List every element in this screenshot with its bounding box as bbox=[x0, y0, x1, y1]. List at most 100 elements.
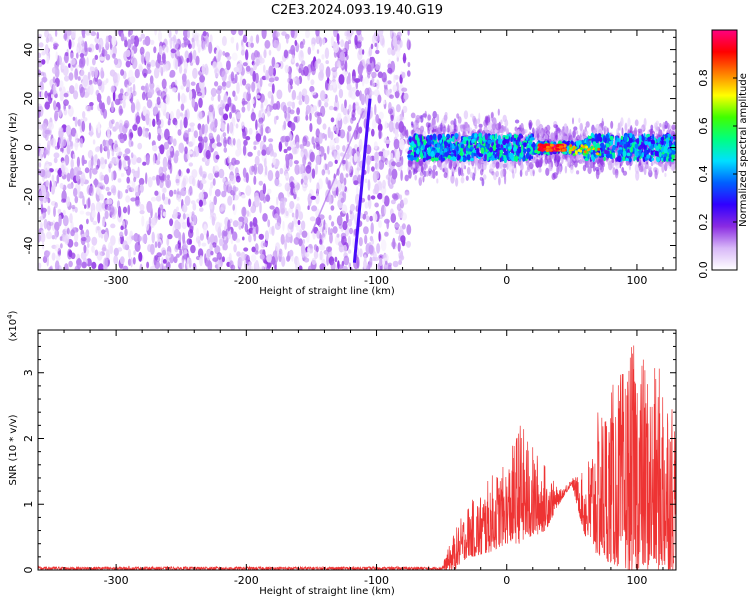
heatmap-cell bbox=[203, 136, 208, 143]
heatmap-cell bbox=[546, 124, 551, 132]
heatmap-cell bbox=[218, 168, 225, 179]
heatmap-cell bbox=[122, 99, 126, 109]
heatmap-cell bbox=[316, 182, 320, 194]
heatmap-cell bbox=[144, 114, 150, 124]
heatmap-cell bbox=[70, 58, 76, 65]
heatmap-cell bbox=[171, 87, 177, 93]
heatmap-cell bbox=[47, 197, 51, 204]
heatmap-cell bbox=[242, 34, 248, 43]
heatmap-cell bbox=[173, 189, 177, 195]
heatmap-cell bbox=[432, 164, 437, 171]
heatmap-cell bbox=[127, 39, 132, 49]
heatmap-cell bbox=[162, 259, 167, 264]
heatmap-cell bbox=[376, 79, 380, 90]
heatmap-cell bbox=[392, 260, 399, 268]
heatmap-cell bbox=[425, 170, 429, 177]
heatmap-cell bbox=[239, 146, 242, 155]
heatmap-cell bbox=[396, 104, 401, 113]
heatmap-cell bbox=[127, 258, 132, 266]
heatmap-cell bbox=[376, 40, 379, 51]
heatmap-cell bbox=[205, 160, 210, 166]
heatmap-cell bbox=[79, 224, 84, 231]
heatmap-cell bbox=[328, 181, 331, 189]
heatmap-cell bbox=[186, 168, 190, 174]
heatmap-cell bbox=[109, 245, 113, 255]
heatmap-cell bbox=[186, 79, 191, 91]
heatmap-cell bbox=[333, 30, 338, 38]
heatmap-cell bbox=[437, 134, 442, 141]
heatmap-cell bbox=[51, 66, 57, 74]
heatmap-cell bbox=[89, 102, 94, 107]
heatmap-cell bbox=[264, 108, 268, 114]
heatmap-cell bbox=[262, 183, 267, 195]
heatmap-cell bbox=[583, 132, 586, 138]
heatmap-cell bbox=[189, 238, 193, 245]
heatmap-cell bbox=[341, 182, 345, 192]
heatmap-cell bbox=[113, 57, 119, 66]
heatmap-cell bbox=[170, 36, 175, 42]
heatmap-cell bbox=[315, 33, 321, 45]
heatmap-cell bbox=[371, 34, 376, 44]
heatmap-cell bbox=[267, 110, 271, 117]
heatmap-cell bbox=[45, 170, 52, 179]
heatmap-cell bbox=[457, 166, 461, 177]
heatmap-cell bbox=[271, 225, 275, 236]
heatmap-cell bbox=[330, 36, 334, 47]
heatmap-cell bbox=[227, 219, 231, 232]
heatmap-cell bbox=[354, 103, 360, 111]
heatmap-cell bbox=[400, 250, 404, 260]
heatmap-cell bbox=[181, 259, 184, 270]
heatmap-cell bbox=[212, 61, 218, 70]
heatmap-cell bbox=[463, 110, 469, 120]
heatmap-cell bbox=[273, 39, 279, 49]
heatmap-cell bbox=[365, 215, 370, 223]
heatmap-cell bbox=[168, 30, 172, 39]
heatmap-cell bbox=[370, 222, 374, 235]
heatmap-cell bbox=[384, 231, 389, 237]
heatmap-cell bbox=[201, 179, 207, 184]
heatmap-cell bbox=[153, 46, 157, 54]
heatmap-cell bbox=[383, 253, 389, 263]
heatmap-cell bbox=[249, 165, 255, 176]
heatmap-cell bbox=[356, 256, 360, 269]
heatmap-cell bbox=[110, 184, 117, 193]
heatmap-cell bbox=[500, 125, 505, 134]
heatmap-cell bbox=[424, 164, 428, 169]
heatmap-cell bbox=[578, 117, 581, 124]
heatmap-cell bbox=[157, 110, 161, 120]
heatmap-cell bbox=[622, 170, 628, 176]
heatmap-cell bbox=[221, 70, 227, 82]
heatmap-cell bbox=[160, 90, 167, 100]
heatmap-cell bbox=[371, 166, 375, 172]
heatmap-cell bbox=[144, 130, 149, 138]
heatmap-cell bbox=[119, 256, 125, 265]
heatmap-cell bbox=[287, 230, 292, 238]
heatmap-cell bbox=[254, 250, 259, 255]
heatmap-cell bbox=[188, 257, 192, 269]
heatmap-cell bbox=[464, 121, 468, 129]
heatmap-cell bbox=[286, 36, 289, 44]
heatmap-cell bbox=[92, 139, 96, 145]
heatmap-cell bbox=[624, 122, 628, 131]
heatmap-cell bbox=[116, 73, 120, 83]
heatmap-cell bbox=[265, 69, 269, 81]
heatmap-cell bbox=[85, 104, 88, 111]
heatmap-cell bbox=[73, 187, 78, 197]
heatmap-cell bbox=[406, 224, 412, 236]
heatmap-cell bbox=[187, 128, 191, 133]
heatmap-cell bbox=[271, 256, 276, 265]
heatmap-cell bbox=[51, 93, 54, 99]
heatmap-cell bbox=[326, 145, 330, 155]
heatmap-cell bbox=[309, 112, 312, 122]
heatmap-cell bbox=[337, 60, 341, 68]
heatmap-cell bbox=[164, 128, 170, 141]
heatmap-cell bbox=[145, 220, 150, 231]
heatmap-cell bbox=[92, 76, 99, 85]
heatmap-cell bbox=[228, 175, 234, 180]
heatmap-cell bbox=[388, 101, 392, 112]
heatmap-cell bbox=[232, 90, 236, 97]
heatmap-cell bbox=[377, 94, 382, 104]
heatmap-cell bbox=[504, 174, 507, 185]
heatmap-cell bbox=[74, 82, 78, 91]
heatmap-cell bbox=[139, 184, 144, 193]
